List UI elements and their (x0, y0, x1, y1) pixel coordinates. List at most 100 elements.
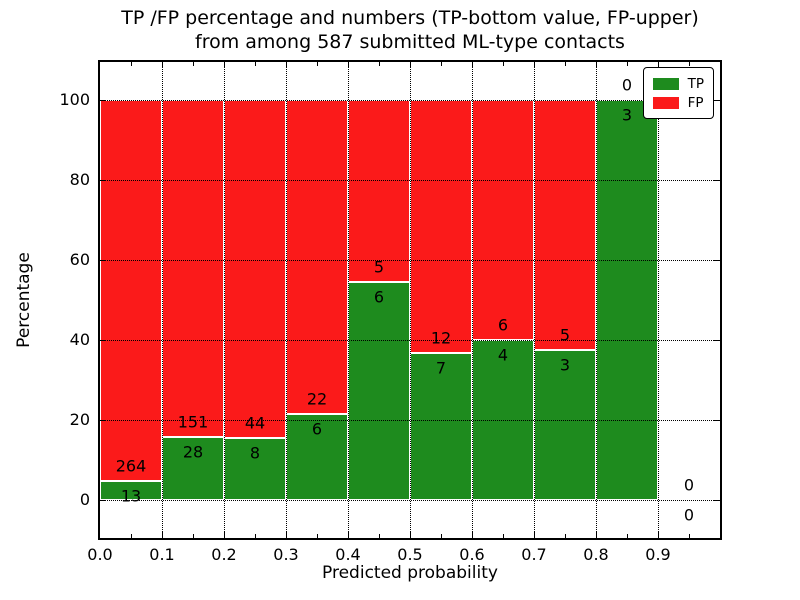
x-tick-bottom (285, 532, 287, 538)
x-tick-top (626, 62, 628, 66)
y-tick-right (714, 99, 720, 101)
tp-count-label: 3 (559, 355, 571, 375)
vertical-gridline (223, 62, 225, 538)
y-tick-right (714, 339, 720, 341)
horizontal-gridline (100, 179, 720, 181)
y-tick-left (100, 99, 106, 101)
gridlines (100, 62, 720, 538)
x-tick-bottom (502, 534, 504, 538)
x-tick-top (471, 62, 473, 68)
tp-bar-segment (596, 100, 658, 500)
x-tick-bottom (347, 532, 349, 538)
fp-legend-label: FP (687, 94, 704, 111)
vertical-gridline (347, 62, 349, 538)
tp-legend-label: TP (687, 75, 704, 92)
fp-count-label: 12 (430, 328, 452, 348)
x-tick-label: 0.2 (211, 545, 237, 564)
x-tick-label: 0.5 (397, 545, 423, 564)
y-axis-label: Percentage (14, 252, 34, 348)
fp-count-label: 5 (373, 257, 385, 277)
x-tick-bottom (161, 532, 163, 538)
x-tick-bottom (254, 534, 256, 538)
horizontal-gridline (100, 99, 720, 101)
x-tick-bottom (223, 532, 225, 538)
x-tick-top (595, 62, 597, 68)
x-tick-top (440, 62, 442, 66)
tp-bar-segment (224, 438, 286, 500)
y-tick-label: 20 (69, 410, 90, 429)
tp-bar-segment (348, 281, 410, 500)
x-tick-bottom (192, 534, 194, 538)
x-tick-bottom (626, 534, 628, 538)
y-tick-left (100, 499, 106, 501)
horizontal-gridline (100, 419, 720, 421)
x-axis-label: Predicted probability (322, 563, 498, 583)
x-tick-label: 0.8 (583, 545, 609, 564)
x-tick-label: 0.9 (645, 545, 671, 564)
tp-count-label: 8 (249, 443, 261, 463)
tp-bar-segment (286, 414, 348, 500)
x-tick-bottom (595, 532, 597, 538)
vertical-gridline (471, 62, 473, 538)
y-tick-label: 0 (79, 490, 90, 509)
tp-bar-segment (162, 437, 224, 500)
fp-count-label: 44 (244, 413, 266, 433)
x-tick-label: 0.1 (149, 545, 175, 564)
fp-count-label: 0 (621, 75, 633, 95)
x-tick-bottom (440, 534, 442, 538)
legend-item-fp: FP (652, 93, 704, 112)
vertical-gridline (285, 62, 287, 538)
horizontal-gridline (100, 259, 720, 261)
bar-count-labels: 264 13 151 28 44 8 22 6 5 6 12 7 6 4 5 3 0 3 0 0 (100, 62, 720, 538)
y-tick-left (100, 259, 106, 261)
y-tick-left (100, 419, 106, 421)
x-tick-bottom (688, 534, 690, 538)
x-tick-top (316, 62, 318, 66)
x-tick-top (192, 62, 194, 66)
legend: TP FP (642, 67, 714, 119)
bars (100, 62, 720, 538)
x-tick-bottom (130, 534, 132, 538)
x-tick-top (688, 62, 690, 66)
fp-count-label: 264 (115, 456, 147, 476)
fp-legend-swatch (652, 96, 679, 109)
chart-title-line1: TP /FP percentage and numbers (TP-bottom… (121, 7, 699, 29)
y-tick-left (100, 179, 106, 181)
x-tick-label: 0.3 (273, 545, 299, 564)
tp-count-label: 13 (120, 486, 142, 506)
x-tick-top (533, 62, 535, 68)
vertical-gridline (161, 62, 163, 538)
tp-count-label: 7 (435, 358, 447, 378)
vertical-gridline (409, 62, 411, 538)
x-tick-top (130, 62, 132, 66)
y-tick-left (100, 339, 106, 341)
fp-bar-segment (410, 100, 472, 353)
y-tick-right (714, 499, 720, 501)
x-tick-label: 0.4 (335, 545, 361, 564)
fp-bar-segment (100, 100, 162, 482)
tp-count-label: 4 (497, 345, 509, 365)
fp-bar-segment (162, 100, 224, 438)
y-tick-label: 80 (69, 170, 90, 189)
y-tick-right (714, 179, 720, 181)
x-tick-bottom (471, 532, 473, 538)
x-tick-bottom (409, 532, 411, 538)
y-tick-label: 60 (69, 250, 90, 269)
y-tick-right (714, 259, 720, 261)
fp-count-label: 0 (683, 475, 695, 495)
x-tick-top (223, 62, 225, 68)
x-tick-label: 0.0 (87, 545, 113, 564)
fp-count-label: 6 (497, 315, 509, 335)
chart-title-line2: from among 587 submitted ML-type contact… (195, 31, 625, 53)
x-tick-top (502, 62, 504, 66)
tp-count-label: 6 (311, 419, 323, 439)
fp-bar-segment (534, 100, 596, 350)
chart-title: TP /FP percentage and numbers (TP-bottom… (90, 6, 730, 54)
fp-count-label: 22 (306, 389, 328, 409)
x-tick-bottom (657, 532, 659, 538)
x-tick-top (409, 62, 411, 68)
tp-bar-segment (534, 350, 596, 500)
x-tick-label: 0.6 (459, 545, 485, 564)
tp-count-label: 3 (621, 105, 633, 125)
